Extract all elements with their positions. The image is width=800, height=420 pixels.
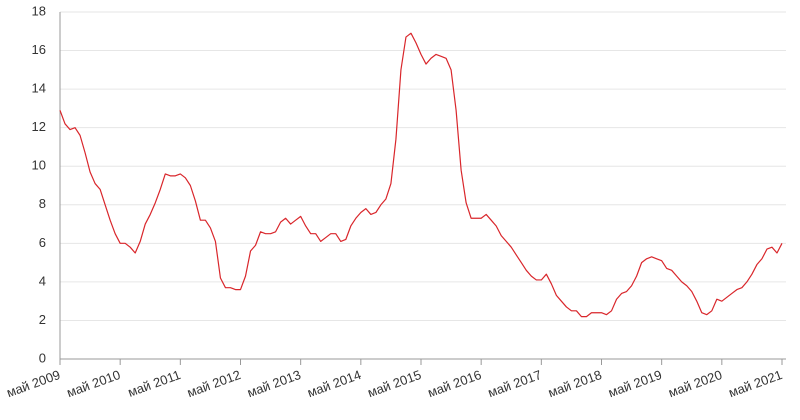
x-tick-label: май 2014 — [305, 367, 363, 400]
x-tick-label: май 2017 — [486, 367, 544, 400]
y-tick-label: 16 — [32, 42, 46, 57]
x-tick-label: май 2013 — [245, 367, 303, 400]
y-tick-label: 0 — [39, 350, 46, 365]
x-tick-label: май 2010 — [65, 367, 123, 400]
y-tick-label: 10 — [32, 158, 46, 173]
x-tick-label: май 2016 — [426, 367, 484, 400]
y-tick-label: 12 — [32, 119, 46, 134]
y-tick-label: 6 — [39, 235, 46, 250]
data-line — [59, 32, 783, 318]
x-tick-label: май 2020 — [666, 367, 724, 400]
y-tick-label: 18 — [32, 3, 46, 18]
x-tick-label: май 2015 — [365, 367, 423, 400]
x-tick-label: май 2011 — [126, 367, 183, 400]
x-tick-label: май 2018 — [546, 367, 604, 400]
y-tick-label: 8 — [39, 196, 46, 211]
x-tick-label: май 2019 — [606, 367, 664, 400]
y-tick-label: 4 — [39, 273, 46, 288]
y-tick-label: 2 — [39, 312, 46, 327]
y-tick-label: 14 — [32, 81, 46, 96]
x-tick-label: май 2021 — [726, 367, 784, 400]
x-tick-label: май 2009 — [4, 367, 62, 400]
x-tick-label: май 2012 — [185, 367, 243, 400]
